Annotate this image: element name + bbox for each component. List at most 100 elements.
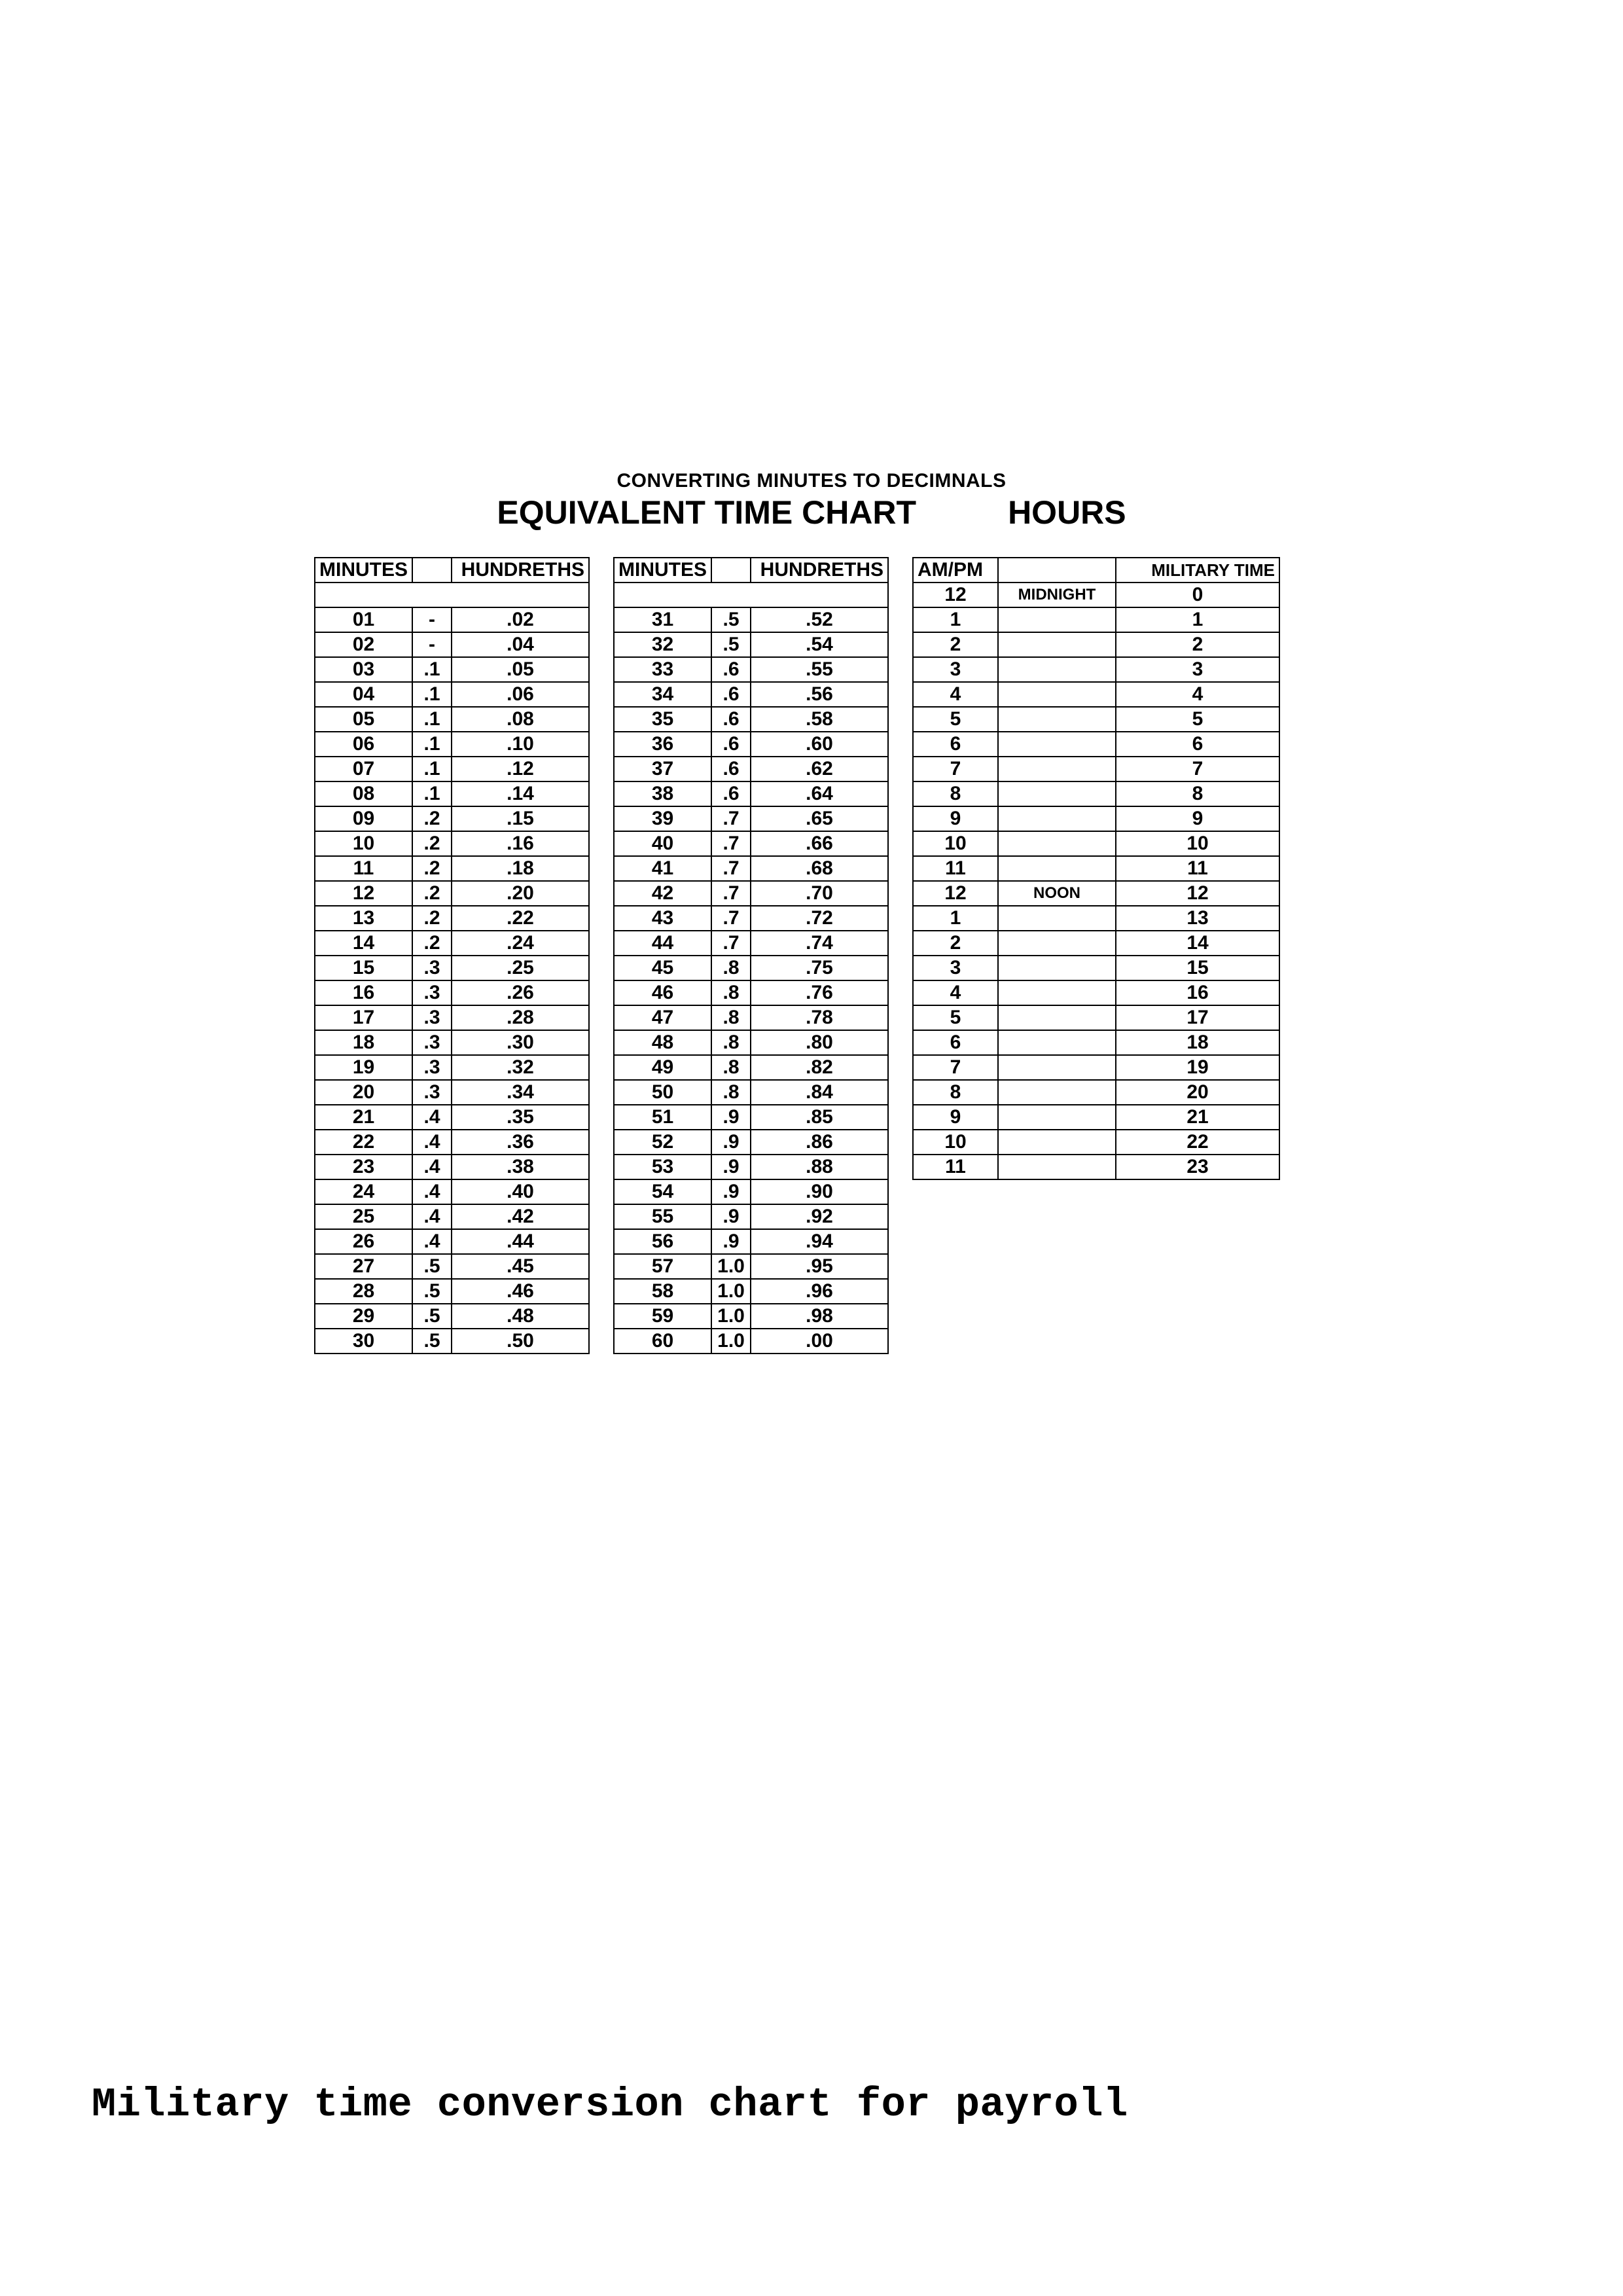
cell-minutes: 42 [614, 881, 711, 906]
table-row: 16.3.26 [315, 980, 589, 1005]
table-row: 99 [913, 806, 1279, 831]
cell-midnoon [998, 707, 1116, 732]
cell-hundreths: .54 [751, 632, 888, 657]
cell-hundreths: .76 [751, 980, 888, 1005]
cell-hundreths: .78 [751, 1005, 888, 1030]
cell-hundreths: .98 [751, 1304, 888, 1329]
cell-minutes: 14 [315, 931, 412, 956]
cell-midnoon [998, 1005, 1116, 1030]
cell-midnoon [998, 732, 1116, 757]
table-row: 571.0.95 [614, 1254, 888, 1279]
cell-tenths: 1.0 [711, 1329, 751, 1354]
table-row: 34.6.56 [614, 682, 888, 707]
cell-hundreths: .68 [751, 856, 888, 881]
cell-hundreths: .22 [452, 906, 589, 931]
cell-military: 14 [1116, 931, 1279, 956]
table-row: 12MIDNIGHT0 [913, 583, 1279, 607]
cell-tenths: .9 [711, 1179, 751, 1204]
cell-tenths: .8 [711, 1055, 751, 1080]
cell-tenths: .8 [711, 980, 751, 1005]
cell-hundreths: .25 [452, 956, 589, 980]
cell-military: 12 [1116, 881, 1279, 906]
spacer-cell [614, 583, 888, 607]
cell-ampm: 10 [913, 831, 998, 856]
cell-hundreths: .96 [751, 1279, 888, 1304]
cell-hundreths: .05 [452, 657, 589, 682]
col-ampm: AM/PM [913, 558, 998, 583]
cell-hundreths: .24 [452, 931, 589, 956]
table-row: 24.4.40 [315, 1179, 589, 1204]
cell-ampm: 7 [913, 1055, 998, 1080]
cell-military: 3 [1116, 657, 1279, 682]
cell-hundreths: .60 [751, 732, 888, 757]
cell-hundreths: .95 [751, 1254, 888, 1279]
table-row: 15.3.25 [315, 956, 589, 980]
cell-hundreths: .48 [452, 1304, 589, 1329]
cell-hundreths: .50 [452, 1329, 589, 1354]
col-tenths [412, 558, 452, 583]
cell-ampm: 3 [913, 657, 998, 682]
cell-minutes: 12 [315, 881, 412, 906]
cell-hundreths: .70 [751, 881, 888, 906]
table-row: 11 [913, 607, 1279, 632]
cell-minutes: 35 [614, 707, 711, 732]
cell-minutes: 41 [614, 856, 711, 881]
table-row: 10.2.16 [315, 831, 589, 856]
cell-ampm: 1 [913, 906, 998, 931]
cell-ampm: 9 [913, 806, 998, 831]
table-row: 35.6.58 [614, 707, 888, 732]
cell-minutes: 28 [315, 1279, 412, 1304]
cell-minutes: 06 [315, 732, 412, 757]
table-row: 49.8.82 [614, 1055, 888, 1080]
table-header-row: AM/PM MILITARY TIME [913, 558, 1279, 583]
table-row: 06.1.10 [315, 732, 589, 757]
table-row: 56.9.94 [614, 1229, 888, 1254]
cell-minutes: 21 [315, 1105, 412, 1130]
table-row: 25.4.42 [315, 1204, 589, 1229]
table-row: 43.7.72 [614, 906, 888, 931]
table-row: 12NOON12 [913, 881, 1279, 906]
cell-minutes: 18 [315, 1030, 412, 1055]
cell-minutes: 58 [614, 1279, 711, 1304]
cell-minutes: 17 [315, 1005, 412, 1030]
cell-hundreths: .92 [751, 1204, 888, 1229]
cell-hundreths: .08 [452, 707, 589, 732]
cell-midnoon [998, 956, 1116, 980]
cell-midnoon [998, 1155, 1116, 1179]
table-row: 08.1.14 [315, 781, 589, 806]
table-row: 66 [913, 732, 1279, 757]
cell-tenths: - [412, 632, 452, 657]
cell-military: 15 [1116, 956, 1279, 980]
cell-ampm: 11 [913, 1155, 998, 1179]
cell-hundreths: .66 [751, 831, 888, 856]
cell-hundreths: .72 [751, 906, 888, 931]
cell-tenths: .2 [412, 856, 452, 881]
cell-minutes: 33 [614, 657, 711, 682]
cell-minutes: 43 [614, 906, 711, 931]
cell-tenths: .5 [412, 1254, 452, 1279]
cell-tenths: .6 [711, 657, 751, 682]
cell-hundreths: .28 [452, 1005, 589, 1030]
cell-midnoon [998, 657, 1116, 682]
table-row: 517 [913, 1005, 1279, 1030]
cell-hundreths: .75 [751, 956, 888, 980]
cell-tenths: .4 [412, 1130, 452, 1155]
cell-minutes: 16 [315, 980, 412, 1005]
hours-table: AM/PM MILITARY TIME 12MIDNIGHT0112233445… [912, 557, 1280, 1180]
col-military: MILITARY TIME [1116, 558, 1279, 583]
cell-minutes: 07 [315, 757, 412, 781]
cell-minutes: 22 [315, 1130, 412, 1155]
table-row: 416 [913, 980, 1279, 1005]
cell-midnoon [998, 1080, 1116, 1105]
cell-hundreths: .12 [452, 757, 589, 781]
table-row: 21.4.35 [315, 1105, 589, 1130]
cell-ampm: 2 [913, 931, 998, 956]
cell-military: 19 [1116, 1055, 1279, 1080]
table-row: 315 [913, 956, 1279, 980]
cell-tenths: .4 [412, 1155, 452, 1179]
cell-hundreths: .82 [751, 1055, 888, 1080]
cell-hundreths: .06 [452, 682, 589, 707]
cell-hundreths: .44 [452, 1229, 589, 1254]
table-row: 13.2.22 [315, 906, 589, 931]
table-row: 39.7.65 [614, 806, 888, 831]
